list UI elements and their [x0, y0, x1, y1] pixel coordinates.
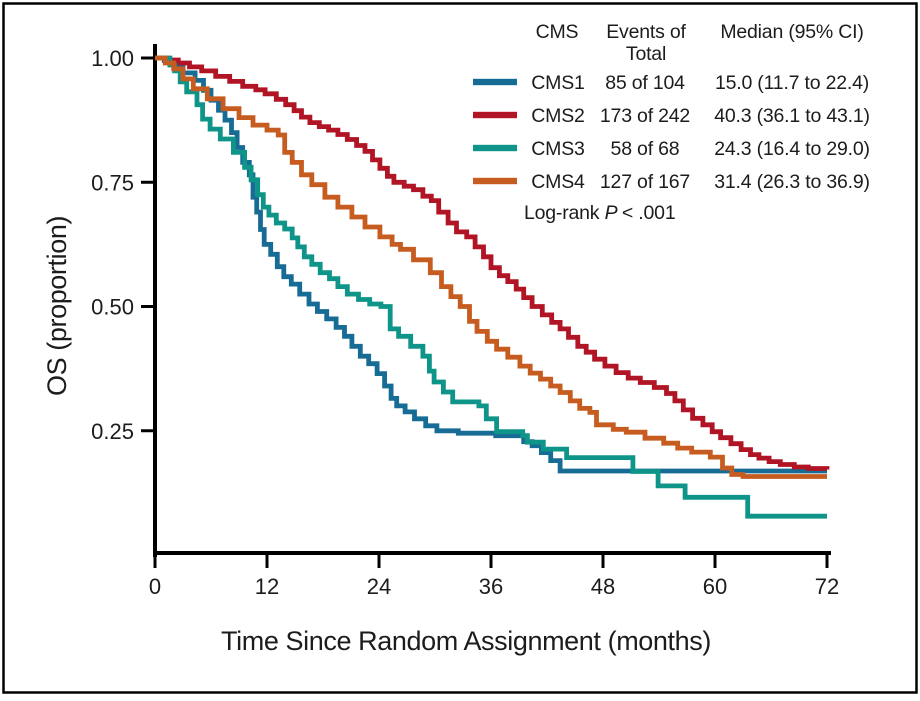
- x-axis-line: [153, 551, 831, 555]
- legend-median-cms2: 40.3 (36.1 to 43.1): [714, 105, 870, 127]
- y-axis-line: [153, 44, 157, 557]
- y-tick-mark: [141, 429, 153, 433]
- curves: [155, 55, 830, 519]
- legend-events-cms1: 85 of 104: [605, 72, 685, 94]
- legend-median-cms4: 31.4 (26.3 to 36.9): [714, 171, 870, 193]
- legend-header-events-line1: Events of: [606, 21, 686, 43]
- legend-swatch-cms1: [473, 78, 517, 86]
- legend-name-cms3: CMS3: [531, 138, 584, 160]
- legend-swatch-cms3: [473, 144, 517, 152]
- x-tick-label: 36: [479, 574, 503, 599]
- x-tick-label: 72: [815, 574, 839, 599]
- logrank-label: Log-rank P < .001: [524, 202, 675, 224]
- legend-name-cms1: CMS1: [531, 72, 584, 94]
- y-tick-mark: [141, 56, 153, 60]
- legend-header-cms: CMS: [536, 21, 579, 43]
- km-curve-cms4: [155, 55, 827, 479]
- x-tick-mark: [153, 555, 157, 568]
- axes: 1.00 0.75 0.50 0.25 0 12 24 36 48 60 72: [91, 44, 839, 599]
- km-curve-cms3: [155, 55, 827, 519]
- y-axis-title: OS (proportion): [42, 216, 72, 396]
- x-tick-mark: [601, 555, 605, 568]
- x-tick-label: 60: [703, 574, 727, 599]
- legend-header-events-line2: Total: [626, 43, 666, 65]
- x-tick-mark: [489, 555, 493, 568]
- legend-events-cms3: 58 of 68: [611, 138, 680, 160]
- legend-events-cms2: 173 of 242: [600, 105, 690, 127]
- x-tick-label: 12: [255, 574, 279, 599]
- legend-swatch-cms4: [473, 177, 517, 185]
- legend-median-cms3: 24.3 (16.4 to 29.0): [714, 138, 870, 160]
- legend: CMS1 85 of 104 15.0 (11.7 to 22.4) CMS2 173 …: [473, 72, 870, 193]
- x-tick-mark: [265, 555, 269, 568]
- logrank-p-symbol: P: [599, 202, 622, 224]
- x-axis-title: Time Since Random Assignment (months): [221, 626, 711, 656]
- km-curve-cms2: [155, 55, 830, 471]
- legend-swatch-cms2: [473, 111, 517, 119]
- y-tick-label: 0.50: [91, 295, 134, 320]
- x-tick-mark: [825, 555, 829, 568]
- y-tick-label: 0.25: [91, 419, 134, 444]
- legend-events-cms4: 127 of 167: [600, 171, 690, 193]
- x-tick-mark: [377, 555, 381, 568]
- logrank-prefix: Log-rank: [524, 202, 600, 224]
- legend-header-median: Median (95% CI): [720, 21, 863, 43]
- x-tick-mark: [713, 555, 717, 568]
- y-tick-label: 0.75: [91, 170, 134, 195]
- y-tick-mark: [141, 305, 153, 308]
- x-tick-label: 48: [591, 574, 615, 599]
- y-tick-mark: [141, 180, 153, 184]
- x-tick-label: 0: [149, 574, 161, 599]
- legend-median-cms1: 15.0 (11.7 to 22.4): [715, 72, 869, 94]
- legend-name-cms2: CMS2: [531, 105, 584, 127]
- x-tick-label: 24: [367, 574, 391, 599]
- y-tick-label: 1.00: [91, 46, 134, 71]
- logrank-value: < .001: [622, 202, 676, 224]
- legend-name-cms4: CMS4: [531, 171, 585, 193]
